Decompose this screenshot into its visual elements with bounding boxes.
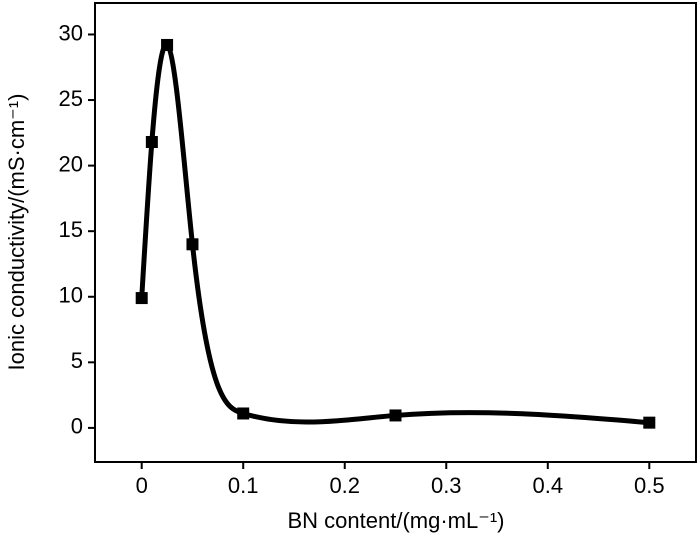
marker bbox=[161, 38, 174, 51]
plot-frame bbox=[94, 2, 697, 463]
marker bbox=[643, 416, 656, 429]
y-tick-label: 15 bbox=[59, 217, 83, 242]
marker bbox=[186, 238, 199, 251]
line bbox=[139, 42, 650, 426]
x-tick-label: 0.3 bbox=[431, 473, 462, 498]
y-axis-label: Ionic conductivity/(mS·cm⁻¹) bbox=[4, 94, 29, 371]
marker bbox=[237, 407, 250, 420]
x-tick-label: 0.5 bbox=[634, 473, 665, 498]
x-axis-label: BN content/(mg·mL⁻¹) bbox=[288, 508, 505, 533]
y-tick-label: 5 bbox=[71, 348, 83, 373]
marker bbox=[145, 136, 158, 149]
x-tick-label: 0.1 bbox=[228, 473, 259, 498]
y-tick-label: 10 bbox=[59, 283, 83, 308]
x-tick-label: 0.2 bbox=[329, 473, 360, 498]
x-tick-label: 0.4 bbox=[532, 473, 563, 498]
marker bbox=[135, 292, 148, 305]
y-tick-label: 0 bbox=[71, 414, 83, 439]
y-tick-label: 20 bbox=[59, 151, 83, 176]
marker bbox=[389, 409, 402, 422]
x-tick-label: 0 bbox=[136, 473, 148, 498]
y-tick-label: 30 bbox=[59, 20, 83, 45]
y-tick-label: 25 bbox=[59, 86, 83, 111]
